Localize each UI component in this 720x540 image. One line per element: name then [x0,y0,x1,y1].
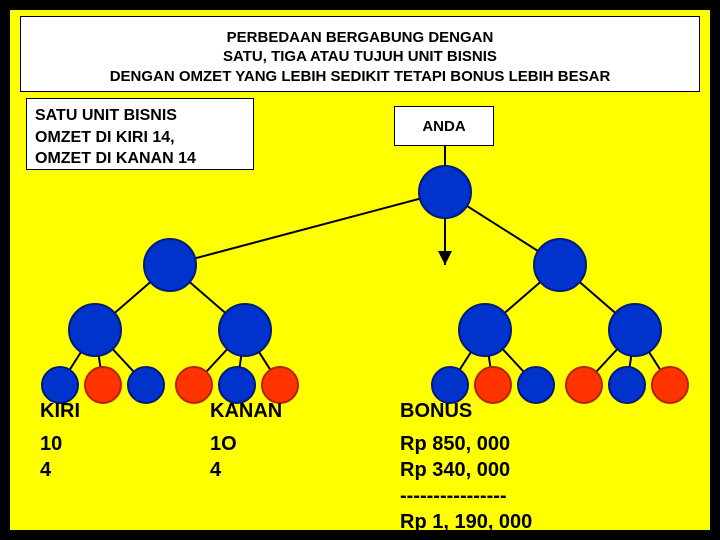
tree-node [518,367,554,403]
tree-node [534,239,586,291]
bonus-table: KIRI KANAN BONUS 10 1O Rp 850, 000 4 4 R… [40,400,680,535]
tree-node [128,367,164,403]
cell: 4 [40,457,210,483]
tree-node [609,367,645,403]
tree-node [459,304,511,356]
tree-node [176,367,212,403]
cell: 1O [210,431,400,457]
cell: 4 [210,457,400,483]
tree-node [219,304,271,356]
cell: Rp 340, 000 [400,457,680,483]
tree-node [652,367,688,403]
tree-node [419,166,471,218]
tree-node [69,304,121,356]
tree-node [609,304,661,356]
tree-node [475,367,511,403]
tree-node [85,367,121,403]
tree-node [42,367,78,403]
tree-node [262,367,298,403]
tree-node [144,239,196,291]
arrow-down-icon [438,251,452,265]
tree-node [219,367,255,403]
col-header-bonus: BONUS [400,400,680,423]
total-value: Rp 1, 190, 000 [400,509,680,535]
cell: 10 [40,431,210,457]
col-header-kanan: KANAN [210,400,400,423]
tree-node [566,367,602,403]
col-header-kiri: KIRI [40,400,210,423]
tree-node [432,367,468,403]
divider-line: ---------------- [400,483,680,509]
cell: Rp 850, 000 [400,431,680,457]
